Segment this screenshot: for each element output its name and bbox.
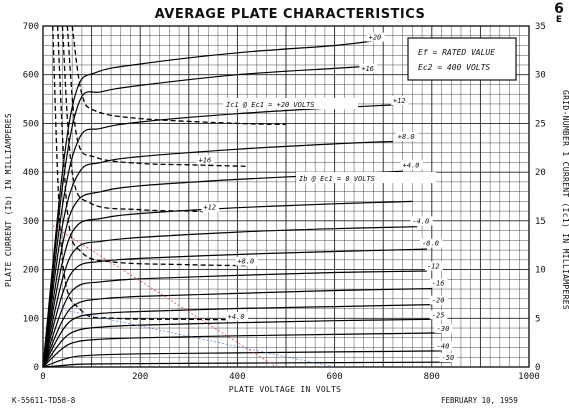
plate-curve--12 — [42, 270, 427, 368]
y-tick-label-right: 35 — [535, 22, 546, 32]
grid-current-curves — [52, 25, 287, 321]
curve-label-bg — [439, 353, 458, 363]
y-tick-label-right: 30 — [535, 71, 546, 81]
curve-label-bg — [395, 132, 419, 142]
curve-label--12: -12 — [427, 263, 440, 271]
chart-grid — [42, 25, 530, 368]
load-lines — [52, 225, 335, 368]
y-axis-label-left: PLATE CURRENT (Ib) IN MILLIAMPERES — [4, 113, 13, 287]
curve-label-bg — [429, 310, 448, 320]
y-tick-label-right: 5 — [535, 314, 540, 324]
y-tick-label-left: 100 — [23, 314, 39, 324]
curve-labels: +20 +16 +12 +8.0 +4.0 -4.0 -8.0 -12 -16 -20 -25 -30… — [196, 32, 458, 363]
x-tick-label: 200 — [132, 372, 148, 382]
curve-label-bg — [410, 216, 433, 226]
curve-label-bg — [400, 160, 424, 170]
annotation-ib: Ib @ Ec1 = 0 VOLTS — [296, 172, 436, 183]
curve-label-bg — [420, 238, 443, 248]
curve-label-bg — [366, 32, 385, 42]
y-tick-label-left: 200 — [23, 266, 39, 276]
grid-current-curve-+8.0 — [56, 25, 248, 267]
grid-current-curve-+12 — [61, 25, 204, 213]
y-tick-label-right: 15 — [535, 217, 546, 227]
x-axis-label: PLATE VOLTAGE IN VOLTS — [229, 385, 342, 394]
curve-label-bg — [429, 295, 448, 305]
curve-label-grid-+12: +12 — [203, 204, 216, 212]
x-tick-label: 600 — [326, 372, 342, 382]
y-tick-label-left: 700 — [23, 22, 39, 32]
annotation-ic1: Ic1 @ Ec1 = +20 VOLTS — [223, 98, 358, 109]
grid-current-curve-+20 — [71, 25, 287, 126]
axis-tick-labels: 0 200 400 600 800 100001002003004005006007000… — [23, 22, 546, 382]
curve-label-+20: +20 — [369, 34, 382, 42]
footer-left: K-55611-TD58-8 — [12, 396, 76, 405]
curve-label-bg — [434, 323, 453, 333]
curve-label-bg — [390, 95, 409, 105]
load-line-red — [52, 225, 277, 368]
y-tick-label-left: 400 — [23, 168, 39, 178]
plate-curve--16 — [42, 288, 432, 368]
plate-curve--4.0 — [42, 226, 418, 368]
curve-label-bg — [429, 278, 448, 288]
curve-label-+16: +16 — [361, 65, 374, 73]
curve-label-grid-+16: +16 — [199, 156, 212, 164]
conditions-box: Ef = RATED VALUE Ec2 = 400 VOLTS — [407, 37, 517, 81]
curve-label--25: -25 — [432, 311, 445, 319]
conditions-line-1: Ef = RATED VALUE — [418, 48, 495, 57]
plate-curve--8.0 — [42, 248, 427, 368]
corner-label: 6 — [554, 1, 564, 17]
y-tick-label-left: 0 — [34, 363, 39, 373]
y-tick-label-right: 0 — [535, 363, 540, 373]
curve-label-bg — [235, 256, 258, 266]
plate-curve--30 — [42, 332, 442, 368]
chart-title: AVERAGE PLATE CHARACTERISTICS — [155, 7, 426, 22]
y-tick-label-right: 25 — [535, 119, 546, 129]
plate-curve--20 — [42, 304, 432, 368]
corner-sublabel: E — [556, 15, 562, 25]
plate-curve-+8.0 — [42, 140, 393, 368]
x-tick-label: 1000 — [518, 372, 540, 382]
curve-label-grid-+4.0: +4.0 — [228, 313, 245, 321]
grid-current-curve-+4.0 — [52, 25, 228, 321]
annotation-ic1-text: Ic1 @ Ec1 = +20 VOLTS — [226, 101, 315, 109]
plate-curve--50 — [42, 361, 452, 368]
curve-label-bg — [424, 261, 443, 271]
curve-label-bg — [201, 202, 220, 212]
plate-curve--25 — [42, 318, 432, 368]
plate-curve--40 — [42, 350, 442, 368]
curve-label-bg — [225, 311, 249, 321]
curve-label--8.0: -8.0 — [422, 240, 439, 248]
curve-label-+4.0: +4.0 — [403, 161, 420, 169]
curve-label--16: -16 — [432, 280, 445, 288]
x-tick-label: 800 — [424, 372, 440, 382]
curve-label-bg — [359, 63, 378, 73]
curve-label--4.0: -4.0 — [412, 217, 429, 225]
annotation-ib-text: Ib @ Ec1 = 0 VOLTS — [299, 175, 375, 183]
curve-label--20: -20 — [432, 297, 445, 305]
grid-current-curve-+16 — [66, 25, 248, 167]
curve-label--40: -40 — [437, 342, 450, 350]
plate-curve-+20 — [42, 39, 384, 368]
curve-label--50: -50 — [442, 354, 455, 362]
curve-label-+8.0: +8.0 — [398, 133, 415, 141]
x-tick-label: 400 — [229, 372, 245, 382]
y-tick-label-right: 20 — [535, 168, 546, 178]
load-line-blue — [57, 308, 335, 368]
conditions-line-2: Ec2 = 400 VOLTS — [418, 63, 490, 72]
y-tick-label-left: 500 — [23, 119, 39, 129]
y-tick-label-right: 10 — [535, 266, 546, 276]
curve-label--30: -30 — [437, 325, 450, 333]
plate-curve-+16 — [42, 65, 374, 368]
footer-right: FEBRUARY 10, 1959 — [441, 396, 518, 405]
curve-label-grid-+8.0: +8.0 — [237, 258, 254, 266]
y-tick-label-left: 600 — [23, 71, 39, 81]
curve-label-bg — [196, 155, 215, 165]
y-tick-label-left: 300 — [23, 217, 39, 227]
y-axis-label-right: GRID-NUMBER 1 CURRENT (Ic1) IN MILLIAMPE… — [561, 90, 569, 310]
curve-label-bg — [434, 341, 453, 351]
curve-label-+12: +12 — [393, 97, 406, 105]
x-tick-label: 0 — [40, 372, 45, 382]
chart-curves — [42, 39, 452, 368]
